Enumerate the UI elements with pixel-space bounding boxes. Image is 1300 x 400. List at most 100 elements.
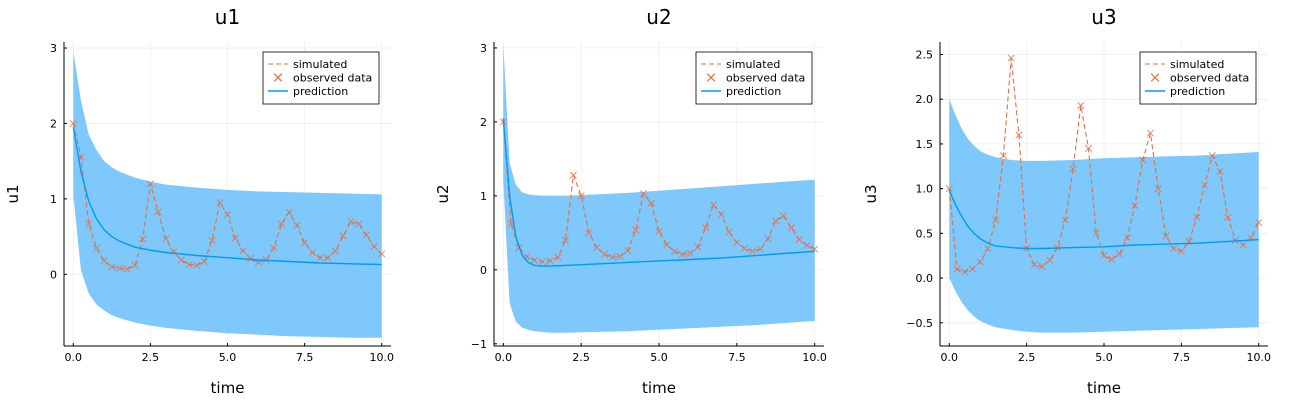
observed-data-point bbox=[795, 235, 803, 244]
observed-data-point bbox=[968, 265, 977, 273]
y-tick-label: 1.0 bbox=[916, 183, 934, 196]
observed-data-point bbox=[608, 253, 616, 261]
observed-data-point bbox=[1193, 213, 1201, 221]
observed-data-point bbox=[569, 171, 577, 179]
plot-area bbox=[69, 51, 386, 338]
x-tick-label: 0.0 bbox=[495, 351, 513, 364]
plot-area bbox=[499, 44, 819, 333]
observed-data-point bbox=[162, 235, 170, 243]
observed-data-point bbox=[593, 244, 601, 252]
series-simulated-line bbox=[948, 58, 1260, 273]
observed-data-point bbox=[1015, 131, 1023, 139]
legend-label: simulated bbox=[293, 58, 347, 71]
observed-data-point bbox=[663, 241, 671, 249]
observed-data-point bbox=[1123, 234, 1131, 242]
observed-data-point bbox=[1100, 252, 1108, 260]
observed-data-point bbox=[123, 265, 131, 273]
observed-data-point bbox=[945, 185, 953, 193]
observed-data-point bbox=[1154, 185, 1162, 193]
observed-data-point bbox=[647, 199, 655, 207]
x-tick-label: 5.0 bbox=[1095, 351, 1113, 364]
observed-data-point bbox=[1139, 156, 1147, 164]
legend-label: prediction bbox=[1170, 85, 1225, 98]
series-prediction-line bbox=[948, 190, 1259, 250]
observed-data-point bbox=[670, 247, 679, 255]
observed-data-point bbox=[624, 246, 632, 255]
y-tick-label: 0 bbox=[480, 264, 487, 277]
y-tick-label: 0.0 bbox=[916, 272, 934, 285]
y-tick-label: 1 bbox=[480, 190, 487, 203]
observed-data-point bbox=[216, 199, 224, 207]
y-tick-label: 1 bbox=[50, 193, 57, 206]
observed-data-point bbox=[239, 247, 247, 255]
observed-data-point bbox=[616, 252, 624, 261]
observed-data-point bbox=[92, 244, 100, 252]
observed-data-point bbox=[331, 247, 340, 255]
observed-data-point bbox=[702, 224, 710, 232]
observed-data-point bbox=[100, 257, 108, 265]
x-tick-label: 0.0 bbox=[941, 351, 959, 364]
legend-swatch-observed bbox=[706, 73, 716, 82]
legend-label: simulated bbox=[726, 58, 780, 71]
observed-data-point bbox=[139, 235, 147, 243]
chart-title: u1 bbox=[215, 5, 240, 29]
observed-data-point bbox=[632, 226, 640, 234]
observed-data-point bbox=[1162, 232, 1170, 240]
y-tick-label: 2 bbox=[50, 117, 57, 130]
observed-data-point bbox=[154, 208, 162, 216]
x-tick-label: 10.0 bbox=[802, 351, 827, 364]
observed-data-point bbox=[717, 210, 725, 218]
series-prediction-line bbox=[72, 127, 382, 266]
chart-title: u2 bbox=[646, 5, 671, 29]
legend-swatch-observed bbox=[1150, 73, 1160, 82]
y-axis-label: u2 bbox=[434, 184, 452, 203]
observed-data-point bbox=[324, 254, 332, 262]
y-tick-label: 3 bbox=[480, 42, 487, 55]
subplot-u3: 0.0 2.5 5.0 7.5 10.0 −0.5 0.0 0.5 1.0 1.5 2.0 2.5 u3… bbox=[862, 5, 1271, 397]
observed-data-point bbox=[577, 192, 585, 200]
observed-data-point bbox=[108, 263, 116, 271]
observed-data-point bbox=[1092, 229, 1100, 237]
observed-data-point bbox=[772, 217, 780, 225]
observed-data-point bbox=[764, 235, 772, 243]
x-tick-label: 2.5 bbox=[572, 351, 590, 364]
observed-data-point bbox=[177, 256, 185, 264]
observed-data-point bbox=[678, 250, 686, 258]
series-simulated-line bbox=[502, 121, 815, 263]
y-tick-label: 0 bbox=[50, 268, 57, 281]
legend-label: simulated bbox=[1170, 58, 1224, 71]
legend-label: observed data bbox=[726, 72, 805, 85]
observed-data-point bbox=[115, 264, 124, 272]
series-prediction-line bbox=[502, 118, 815, 267]
legend-box bbox=[1139, 51, 1257, 105]
y-axis-label: u3 bbox=[862, 184, 880, 203]
observed-data-point bbox=[992, 216, 1000, 224]
observed-data-point bbox=[308, 248, 316, 257]
observed-data-point bbox=[1030, 261, 1038, 269]
x-tick-label: 10.0 bbox=[1246, 351, 1271, 364]
observed-data-point bbox=[277, 220, 286, 228]
observed-data-point bbox=[1224, 213, 1232, 221]
observed-data-point bbox=[976, 258, 984, 266]
observed-data-point bbox=[709, 201, 718, 209]
subplot-u1: 0.0 2.5 5.0 7.5 10.0 0 1 2 3 u1 time u1 simulatedobs… bbox=[4, 5, 394, 397]
x-tick-label: 5.0 bbox=[650, 351, 668, 364]
y-tick-label: 1.5 bbox=[916, 138, 934, 151]
x-axis-label: time bbox=[1087, 379, 1121, 397]
x-tick-label: 7.5 bbox=[1173, 351, 1191, 364]
observed-data-point bbox=[961, 268, 969, 276]
observed-data-point bbox=[378, 250, 386, 258]
observed-data-point bbox=[185, 260, 193, 269]
observed-data-point bbox=[585, 229, 593, 237]
plot-area bbox=[945, 54, 1263, 333]
observed-data-point bbox=[293, 221, 301, 229]
observed-data-point bbox=[69, 119, 77, 128]
legend-label: observed data bbox=[293, 72, 372, 85]
observed-data-point bbox=[756, 245, 764, 253]
observed-data-point bbox=[530, 256, 539, 264]
observed-data-point bbox=[1177, 247, 1185, 255]
observed-data-point bbox=[655, 227, 663, 235]
